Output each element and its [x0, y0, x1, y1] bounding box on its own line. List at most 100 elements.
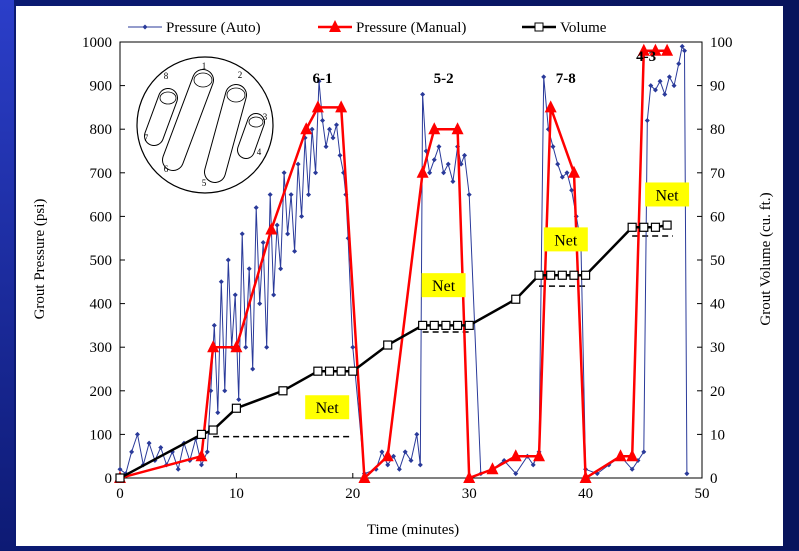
manual-pressure-point — [544, 100, 557, 113]
y-tick-label: 600 — [90, 209, 113, 225]
x-tick-label: 50 — [695, 486, 710, 502]
manual-pressure-point — [300, 122, 313, 135]
manual-pressure-point — [661, 43, 674, 56]
manual-pressure-point — [195, 449, 208, 462]
auto-pressure-point — [379, 449, 385, 455]
y-tick-label: 400 — [90, 297, 113, 313]
y-tick-label: 300 — [90, 340, 113, 356]
volume-point — [662, 220, 672, 230]
y-tick-label: 1000 — [82, 35, 112, 51]
volume-point — [115, 473, 125, 483]
y2-tick-label: 70 — [710, 166, 725, 182]
y-tick-label: 0 — [105, 471, 113, 487]
volume-point — [441, 320, 451, 330]
auto-pressure-point — [271, 292, 277, 298]
auto-pressure-point — [211, 322, 217, 328]
net-markers-group — [213, 235, 673, 438]
y-tick-label: 900 — [90, 79, 113, 95]
inset-hole-number: 5 — [202, 178, 207, 188]
inset-hole — [163, 70, 213, 170]
auto-pressure-point — [676, 61, 682, 67]
auto-pressure-point — [330, 135, 336, 141]
inset-hole-number: 6 — [164, 164, 169, 174]
legend-label-1: Pressure (Auto) — [166, 20, 261, 36]
auto-pressure-point — [204, 449, 210, 455]
volume-point — [546, 270, 556, 280]
manual-pressure-point — [428, 122, 441, 135]
auto-pressure-point — [555, 161, 561, 167]
manual-pressure-point — [626, 449, 639, 462]
auto-pressure-point — [350, 344, 356, 350]
auto-pressure-point — [239, 231, 245, 237]
auto-pressure-point — [295, 161, 301, 167]
inset-hole-top — [248, 116, 264, 128]
inset-hole-number: 8 — [164, 71, 169, 81]
auto-pressure-point — [441, 170, 447, 176]
auto-pressure-point — [550, 144, 556, 150]
auto-pressure-point — [385, 462, 391, 468]
legend-marker-triangle — [329, 20, 341, 32]
legend-label-2: Pressure (Manual) — [356, 20, 466, 36]
inset-hole-top — [193, 72, 213, 88]
auto-pressure-point — [629, 466, 635, 472]
volume-point — [196, 429, 207, 439]
auto-pressure-point — [274, 222, 280, 228]
x-axis-title: Time (minutes) — [367, 522, 459, 538]
hole-pair-label: 5-2 — [434, 71, 454, 87]
auto-pressure-point — [158, 444, 164, 450]
auto-pressure-point — [666, 74, 672, 80]
y2-tick-label: 50 — [710, 253, 725, 269]
volume-point — [627, 222, 637, 232]
net-label-box — [543, 227, 588, 252]
manual-pressure-point — [463, 471, 476, 483]
volume-point — [231, 403, 241, 413]
y2-tick-label: 80 — [710, 122, 725, 138]
inset-hole-number: 3 — [263, 112, 268, 122]
auto-pressure-point — [281, 170, 287, 176]
inset-hole-number: 7 — [144, 133, 149, 143]
inset-hole — [145, 89, 177, 145]
manual-pressure-point — [649, 43, 662, 56]
auto-pressure-point — [417, 462, 423, 468]
volume-point — [569, 270, 579, 280]
manual-pressure-point — [230, 340, 243, 353]
auto-pressure-point — [644, 117, 650, 123]
auto-pressure-point — [267, 192, 273, 198]
manual-pressure-point — [567, 165, 580, 178]
legend-box — [120, 14, 645, 38]
auto-pressure-point — [431, 157, 437, 163]
auto-pressure-point — [334, 122, 340, 128]
auto-pressure-point — [530, 462, 536, 468]
volume-point — [639, 222, 649, 232]
chart-panel: 0 100 200 300 400 500 600 700 800 900 1000 0 10 20 30 4… — [16, 6, 783, 546]
auto-pressure-point — [414, 431, 420, 437]
auto-pressure-point — [260, 240, 266, 246]
slide-left-strip — [0, 0, 14, 550]
legend-marker-square — [534, 22, 544, 32]
auto-pressure-point — [436, 144, 442, 150]
volume-point — [208, 425, 218, 435]
annotations-group: 6-1 5-2 7-8 4-3 Net Net Net Net — [305, 49, 690, 420]
auto-pressure-point — [175, 466, 181, 472]
auto-pressure-point — [427, 170, 433, 176]
volume-point — [511, 294, 521, 304]
volume-point — [557, 270, 567, 280]
manual-pressure-point — [207, 340, 220, 353]
auto-pressure-point — [513, 471, 519, 477]
auto-pressure-point — [327, 126, 333, 132]
inset-hole-top — [159, 91, 177, 105]
auto-pressure-point — [641, 449, 647, 455]
auto-pressure-point — [236, 397, 242, 403]
auto-pressure-point — [564, 170, 570, 176]
auto-pressure-point — [288, 192, 294, 198]
auto-pressure-point — [253, 205, 259, 211]
auto-pressure-point — [657, 78, 663, 84]
manual-pressure-point — [358, 471, 371, 483]
auto-pressure-point — [337, 152, 343, 158]
auto-pressure-point — [445, 161, 451, 167]
auto-pressure-point — [652, 87, 658, 93]
y2-axis-title: Grout Volume (cu. ft.) — [758, 192, 774, 325]
inset-hole — [205, 85, 246, 182]
x-tick-label: 40 — [578, 486, 593, 502]
y2-tick-label: 10 — [710, 427, 725, 443]
